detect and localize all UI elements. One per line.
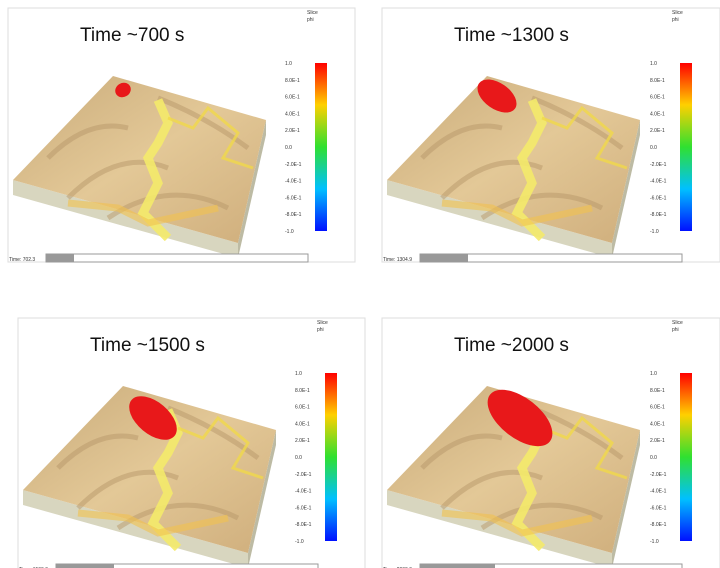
colorbar <box>315 63 327 231</box>
colorbar <box>680 63 692 231</box>
colorbar-label: -4.0E-1 <box>295 489 312 495</box>
colorbar-label: 4.0E-1 <box>650 111 665 117</box>
colorbar-title: phi <box>307 17 314 23</box>
time-label: Time: 1304.9 <box>383 257 412 263</box>
screenshot: Time ~700 sSlicephi1.08.0E-16.0E-14.0E-1… <box>0 0 720 568</box>
colorbar-label: -2.0E-1 <box>285 162 302 168</box>
colorbar-label: 8.0E-1 <box>650 78 665 84</box>
colorbar-label: 2.0E-1 <box>650 128 665 134</box>
colorbar-label: 2.0E-1 <box>285 128 300 134</box>
colorbar-label: 8.0E-1 <box>650 388 665 394</box>
colorbar-label: 0.0 <box>285 145 292 151</box>
colorbar-label: 4.0E-1 <box>285 111 300 117</box>
time-slider <box>46 254 74 262</box>
colorbar-label: -6.0E-1 <box>285 195 302 201</box>
colorbar-label: 2.0E-1 <box>650 438 665 444</box>
colorbar-label: 1.0 <box>285 61 292 67</box>
colorbar-label: 6.0E-1 <box>650 405 665 411</box>
panel-title: Time ~2000 s <box>454 335 569 356</box>
time-slider <box>420 254 468 262</box>
colorbar-label: -8.0E-1 <box>650 212 667 218</box>
colorbar-label: -4.0E-1 <box>650 489 667 495</box>
colorbar-label: -1.0 <box>295 539 304 545</box>
colorbar-label: 1.0 <box>650 371 657 377</box>
panel-title: Time ~1300 s <box>454 25 569 46</box>
colorbar <box>325 373 337 541</box>
colorbar-label: -4.0E-1 <box>285 179 302 185</box>
colorbar-label: -1.0 <box>285 229 294 235</box>
colorbar-label: 4.0E-1 <box>650 421 665 427</box>
colorbar-label: 0.0 <box>295 455 302 461</box>
colorbar-title: Slice <box>317 320 328 326</box>
panel-title: Time ~700 s <box>80 25 184 46</box>
colorbar-label: -2.0E-1 <box>650 472 667 478</box>
colorbar <box>680 373 692 541</box>
colorbar-label: 8.0E-1 <box>285 78 300 84</box>
colorbar-title: phi <box>672 17 679 23</box>
colorbar-label: 2.0E-1 <box>295 438 310 444</box>
colorbar-title: Slice <box>307 10 318 16</box>
colorbar-label: -2.0E-1 <box>295 472 312 478</box>
colorbar-label: -4.0E-1 <box>650 179 667 185</box>
colorbar-title: phi <box>672 327 679 333</box>
time-track <box>46 254 308 262</box>
colorbar-title: phi <box>317 327 324 333</box>
colorbar-title: Slice <box>672 10 683 16</box>
colorbar-label: 6.0E-1 <box>285 95 300 101</box>
colorbar-label: 6.0E-1 <box>295 405 310 411</box>
colorbar-label: 0.0 <box>650 145 657 151</box>
colorbar-label: 6.0E-1 <box>650 95 665 101</box>
panel-title: Time ~1500 s <box>90 335 205 356</box>
colorbar-label: 0.0 <box>650 455 657 461</box>
time-slider <box>56 564 114 568</box>
colorbar-label: -8.0E-1 <box>650 522 667 528</box>
colorbar-label: -8.0E-1 <box>285 212 302 218</box>
colorbar-label: 1.0 <box>295 371 302 377</box>
colorbar-label: -6.0E-1 <box>295 505 312 511</box>
colorbar-label: 8.0E-1 <box>295 388 310 394</box>
colorbar-label: 4.0E-1 <box>295 421 310 427</box>
colorbar-label: -8.0E-1 <box>295 522 312 528</box>
time-label: Time: 702.3 <box>9 257 35 263</box>
colorbar-title: Slice <box>672 320 683 326</box>
colorbar-label: -1.0 <box>650 229 659 235</box>
colorbar-label: -1.0 <box>650 539 659 545</box>
time-slider <box>420 564 495 568</box>
colorbar-label: 1.0 <box>650 61 657 67</box>
colorbar-label: -2.0E-1 <box>650 162 667 168</box>
colorbar-label: -6.0E-1 <box>650 505 667 511</box>
colorbar-label: -6.0E-1 <box>650 195 667 201</box>
